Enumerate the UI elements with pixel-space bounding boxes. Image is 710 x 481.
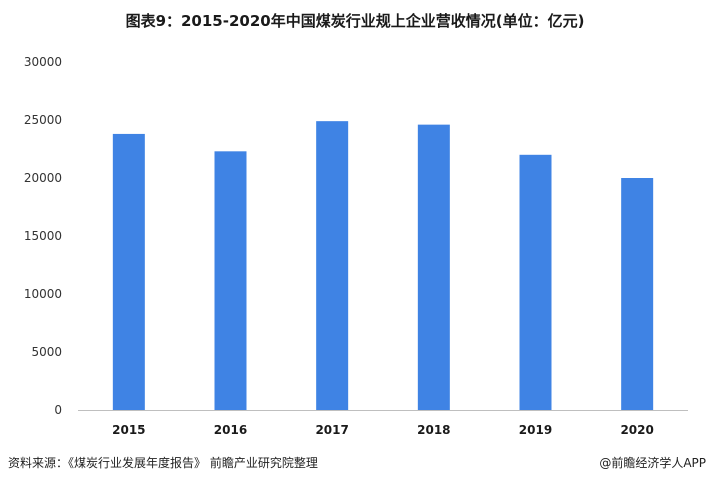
y-tick-label: 0 — [54, 403, 62, 417]
y-tick-label: 5000 — [31, 345, 62, 359]
bar-2015 — [112, 133, 145, 411]
y-tick-label: 30000 — [24, 55, 62, 69]
x-tick-label: 2020 — [620, 423, 653, 437]
footer-brand: @前瞻经济学人APP — [599, 456, 706, 470]
bars — [112, 121, 654, 411]
x-axis: 2015 2016 2017 2018 2019 2020 — [112, 423, 654, 437]
y-tick-label: 20000 — [24, 171, 62, 185]
bar-2017 — [316, 121, 349, 410]
footer-source: 资料来源：《煤炭行业发展年度报告》 前瞻产业研究院整理 — [8, 456, 318, 470]
bar-2018 — [417, 124, 450, 410]
bar-2019 — [519, 154, 552, 410]
bar-2016 — [214, 151, 247, 410]
y-tick-label: 15000 — [24, 229, 62, 243]
x-tick-label: 2019 — [519, 423, 552, 437]
y-tick-label: 10000 — [24, 287, 62, 301]
bar-2020 — [621, 178, 654, 410]
x-tick-label: 2016 — [214, 423, 247, 437]
y-axis: 0 5000 10000 15000 20000 25000 30000 — [24, 55, 62, 417]
x-tick-label: 2017 — [315, 423, 348, 437]
chart-title: 图表9：2015-2020年中国煤炭行业规上企业营收情况(单位：亿元) — [125, 12, 585, 30]
x-tick-label: 2015 — [112, 423, 145, 437]
y-tick-label: 25000 — [24, 113, 62, 127]
x-tick-label: 2018 — [417, 423, 450, 437]
